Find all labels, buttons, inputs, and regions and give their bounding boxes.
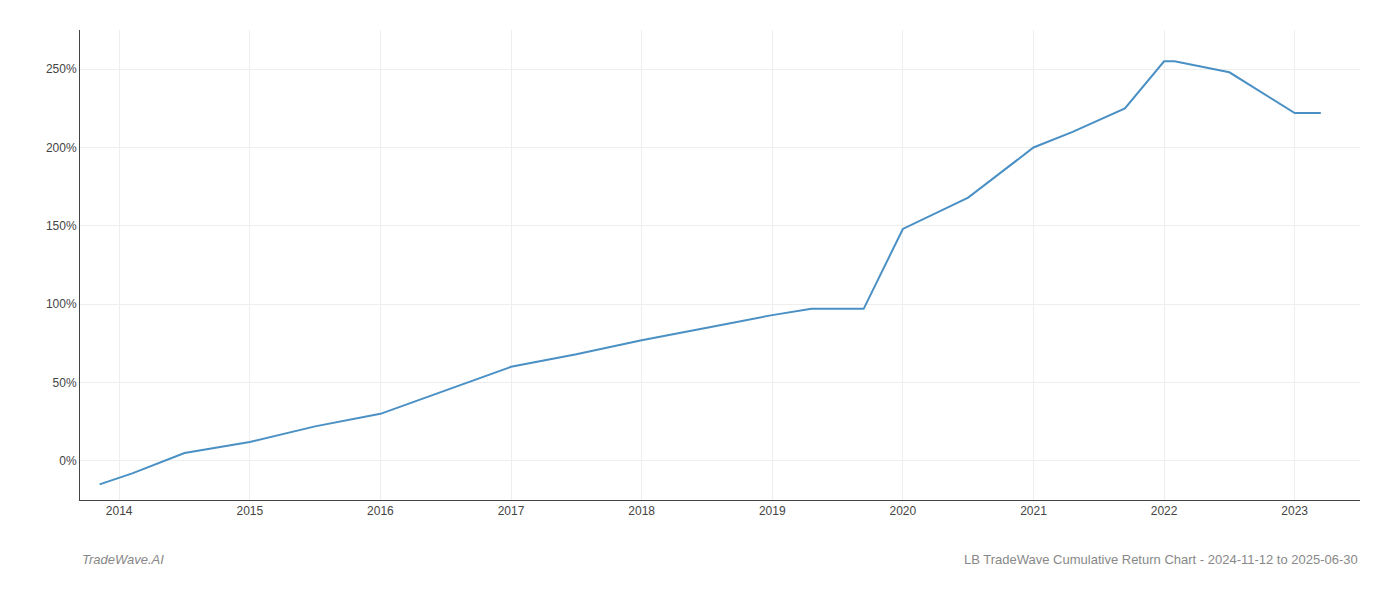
svg-text:2020: 2020 bbox=[890, 504, 917, 518]
svg-text:2016: 2016 bbox=[367, 504, 394, 518]
svg-text:200%: 200% bbox=[46, 141, 77, 155]
svg-text:2021: 2021 bbox=[1020, 504, 1047, 518]
svg-text:250%: 250% bbox=[46, 62, 77, 76]
svg-text:2022: 2022 bbox=[1151, 504, 1178, 518]
svg-text:50%: 50% bbox=[53, 376, 77, 390]
svg-text:2014: 2014 bbox=[106, 504, 133, 518]
svg-text:2019: 2019 bbox=[759, 504, 786, 518]
svg-text:2017: 2017 bbox=[498, 504, 525, 518]
svg-text:TradeWave.AI: TradeWave.AI bbox=[82, 552, 164, 567]
svg-text:2015: 2015 bbox=[236, 504, 263, 518]
svg-text:LB TradeWave Cumulative Return: LB TradeWave Cumulative Return Chart - 2… bbox=[964, 552, 1358, 567]
svg-text:0%: 0% bbox=[59, 454, 77, 468]
svg-text:150%: 150% bbox=[46, 219, 77, 233]
svg-text:100%: 100% bbox=[46, 297, 77, 311]
svg-text:2023: 2023 bbox=[1281, 504, 1308, 518]
svg-text:2018: 2018 bbox=[628, 504, 655, 518]
